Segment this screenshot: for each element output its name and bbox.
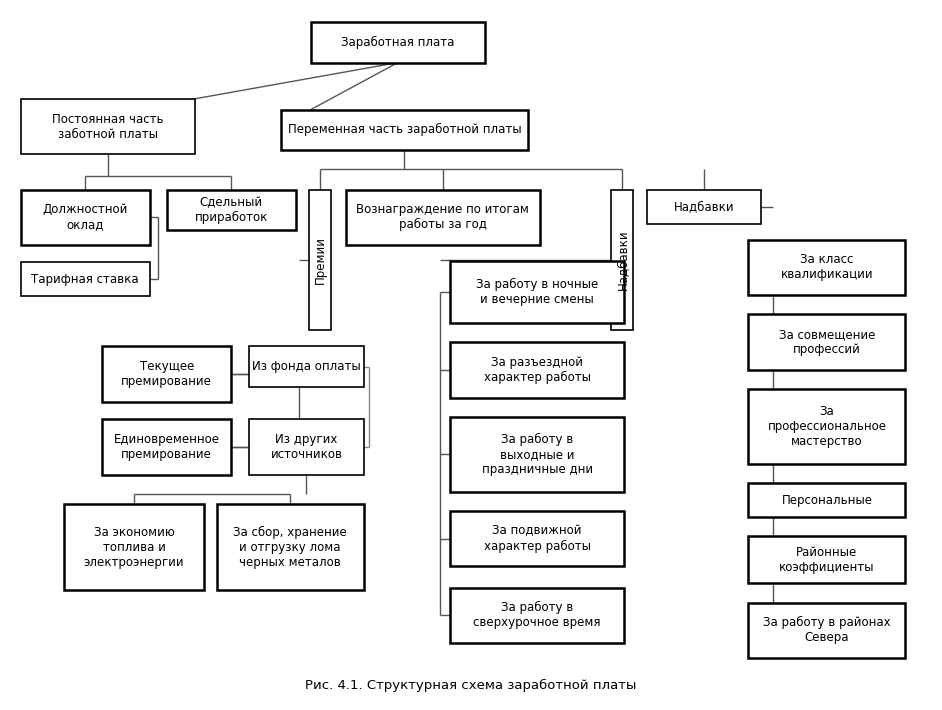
FancyBboxPatch shape [450,510,625,567]
Text: Единовременное
премирование: Единовременное премирование [114,433,219,461]
Text: Персональные: Персональные [781,493,872,507]
Text: За сбор, хранение
и отгрузку лома
черных металов: За сбор, хранение и отгрузку лома черных… [234,525,347,569]
FancyBboxPatch shape [102,419,232,474]
Text: Премии: Премии [314,236,326,284]
FancyBboxPatch shape [748,240,905,295]
FancyBboxPatch shape [250,419,364,474]
Text: За работу в
выходные и
праздничные дни: За работу в выходные и праздничные дни [481,432,593,476]
FancyBboxPatch shape [346,190,540,245]
FancyBboxPatch shape [450,342,625,398]
Text: Переменная часть заработной платы: Переменная часть заработной платы [287,124,521,136]
FancyBboxPatch shape [102,346,232,402]
FancyBboxPatch shape [217,504,364,590]
FancyBboxPatch shape [450,261,625,323]
FancyBboxPatch shape [611,190,633,330]
FancyBboxPatch shape [748,483,905,518]
FancyBboxPatch shape [450,417,625,491]
FancyBboxPatch shape [647,190,761,224]
Text: Сдельный
приработок: Сдельный приработок [195,196,268,224]
Text: За экономию
топлива и
электроэнергии: За экономию топлива и электроэнергии [84,525,185,569]
FancyBboxPatch shape [167,190,296,230]
FancyBboxPatch shape [748,603,905,658]
FancyBboxPatch shape [748,315,905,370]
Text: Вознаграждение по итогам
работы за год: Вознаграждение по итогам работы за год [356,203,529,231]
Text: За работу в
сверхурочное время: За работу в сверхурочное время [474,601,601,630]
FancyBboxPatch shape [250,346,364,387]
Text: Надбавки: Надбавки [674,200,735,213]
FancyBboxPatch shape [21,190,150,245]
FancyBboxPatch shape [21,262,150,296]
FancyBboxPatch shape [21,99,195,154]
Text: За совмещение
профессий: За совмещение профессий [779,328,875,356]
Text: За
профессиональное
мастерство: За профессиональное мастерство [768,405,886,448]
Text: Должностной
оклад: Должностной оклад [42,203,128,231]
Text: За класс
квалификации: За класс квалификации [781,253,873,281]
Text: За работу в ночные
и вечерние смены: За работу в ночные и вечерние смены [476,278,598,306]
FancyBboxPatch shape [309,190,331,330]
Text: Текущее
премирование: Текущее премирование [122,360,212,388]
Text: Постоянная часть
заботной платы: Постоянная часть заботной платы [52,113,163,141]
Text: Рис. 4.1. Структурная схема заработной платы: Рис. 4.1. Структурная схема заработной п… [305,679,637,692]
Text: Тарифная ставка: Тарифная ставка [31,273,139,285]
FancyBboxPatch shape [311,22,485,62]
FancyBboxPatch shape [748,389,905,464]
FancyBboxPatch shape [748,537,905,584]
Text: За подвижной
характер работы: За подвижной характер работы [483,525,591,552]
Text: Из фонда оплаты: Из фонда оплаты [252,360,361,373]
Text: Заработная плата: Заработная плата [341,36,455,49]
Text: За работу в районах
Севера: За работу в районах Севера [763,616,891,645]
FancyBboxPatch shape [64,504,203,590]
FancyBboxPatch shape [281,109,528,150]
FancyBboxPatch shape [450,588,625,643]
Text: Районные
коэффициенты: Районные коэффициенты [779,546,874,574]
Text: За разъездной
характер работы: За разъездной характер работы [483,356,591,384]
Text: Из других
источников: Из других источников [270,433,343,461]
Text: Надбавки: Надбавки [616,230,628,290]
